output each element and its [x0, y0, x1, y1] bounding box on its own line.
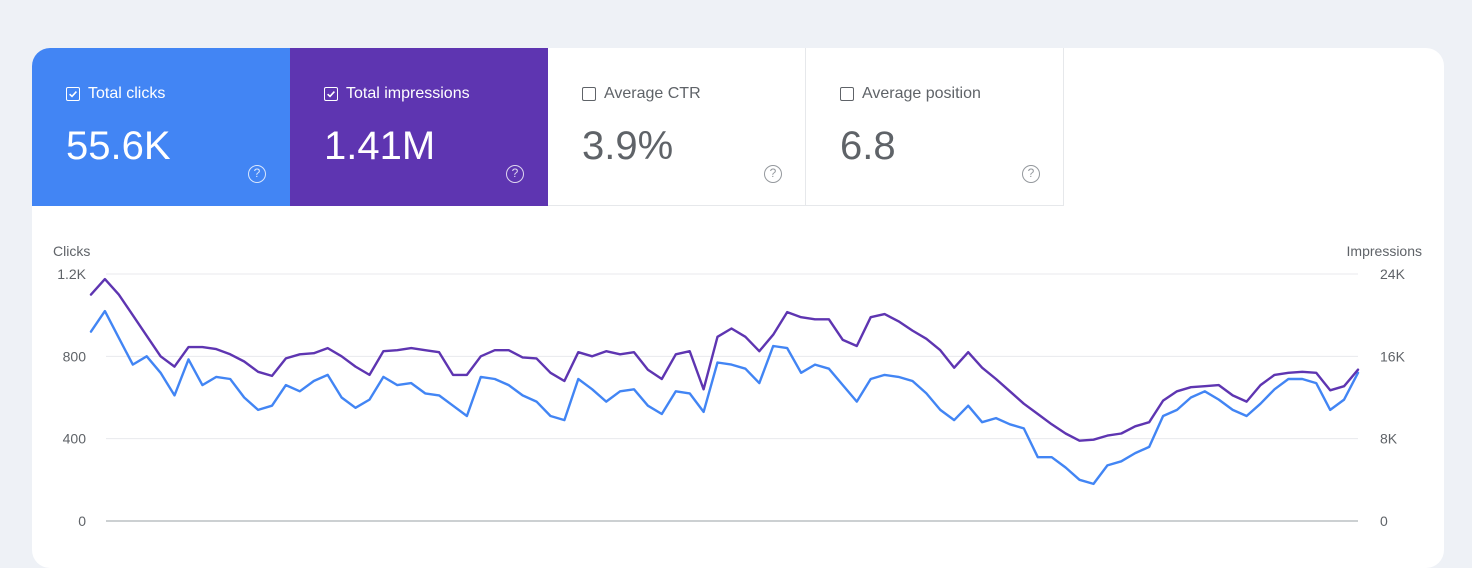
- metric-label: Average CTR: [604, 85, 701, 102]
- checkbox-checked-icon[interactable]: [324, 87, 338, 101]
- checkbox-unchecked-icon[interactable]: [840, 87, 854, 101]
- metric-card-header: Total clicks: [66, 84, 165, 104]
- metric-value: 1.41M: [324, 124, 436, 168]
- metric-label: Average position: [862, 85, 981, 102]
- metric-card-total-impressions[interactable]: Total impressions 1.41M ?: [290, 48, 548, 206]
- metric-label: Total impressions: [346, 85, 470, 102]
- metric-value: 55.6K: [66, 124, 171, 168]
- y-left-tick-label: 800: [63, 348, 87, 364]
- metric-card-header: Total impressions: [324, 84, 470, 104]
- y-left-tick-label: 1.2K: [57, 266, 86, 282]
- metric-card-header: Average CTR: [582, 84, 701, 104]
- performance-chart: Clicks Impressions 0 400 800 1.2K 0 8K 16K 24K: [53, 243, 1422, 529]
- metric-card-average-position[interactable]: Average position 6.8 ?: [806, 48, 1064, 206]
- metric-value: 6.8: [840, 124, 896, 168]
- series-clicks-line: [89, 309, 1360, 486]
- y-left-axis-title: Clicks: [53, 243, 90, 259]
- metric-label: Total clicks: [88, 85, 166, 102]
- y-right-tick-label: 16K: [1380, 348, 1406, 364]
- help-icon[interactable]: ?: [248, 165, 266, 183]
- help-icon[interactable]: ?: [506, 165, 524, 183]
- help-icon[interactable]: ?: [1022, 165, 1040, 183]
- metric-card-header: Average position: [840, 84, 981, 104]
- metric-cards: Total clicks 55.6K ? Total impressions 1…: [32, 48, 1064, 206]
- y-right-tick-label: 0: [1380, 513, 1388, 529]
- y-left-tick-label: 0: [78, 513, 86, 529]
- metric-card-total-clicks[interactable]: Total clicks 55.6K ?: [32, 48, 290, 206]
- y-right-axis-title: Impressions: [1347, 243, 1422, 259]
- checkbox-unchecked-icon[interactable]: [582, 87, 596, 101]
- y-right-tick-label: 8K: [1380, 431, 1398, 447]
- y-left-tick-label: 400: [63, 431, 87, 447]
- metric-value: 3.9%: [582, 124, 674, 168]
- help-icon[interactable]: ?: [764, 165, 782, 183]
- y-right-tick-label: 24K: [1380, 266, 1406, 282]
- metric-card-average-ctr[interactable]: Average CTR 3.9% ?: [548, 48, 806, 206]
- checkbox-checked-icon[interactable]: [66, 87, 80, 101]
- performance-panel: Total clicks 55.6K ? Total impressions 1…: [32, 48, 1444, 568]
- series-impressions-line: [89, 277, 1360, 442]
